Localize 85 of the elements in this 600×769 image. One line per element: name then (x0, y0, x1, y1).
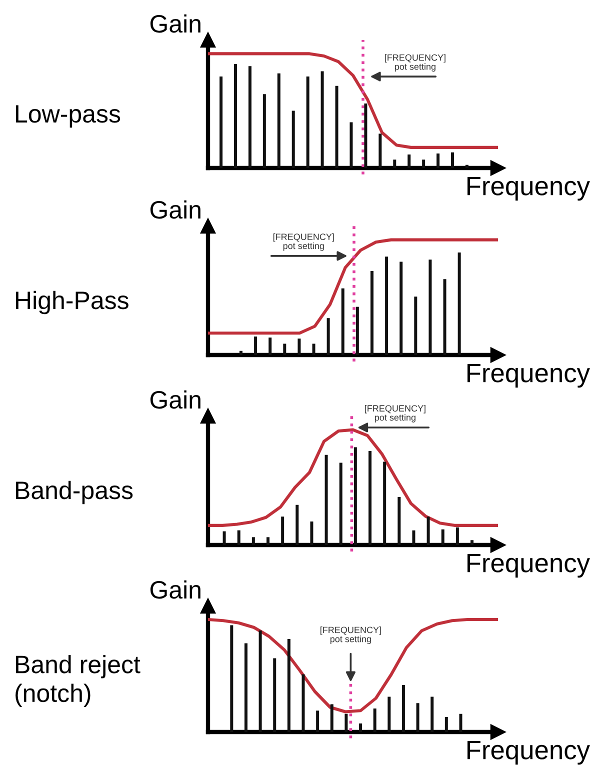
bar (266, 537, 270, 545)
x-axis-title: Frequency (468, 364, 590, 388)
y-axis-title: Gain (150, 580, 200, 599)
bar (230, 625, 234, 732)
bar (310, 522, 314, 545)
bar (287, 639, 290, 732)
bar (335, 86, 338, 168)
bar (239, 350, 242, 355)
bar (248, 66, 252, 168)
bar (344, 714, 348, 732)
bar (341, 288, 344, 355)
annotation: [FREQUENCY] pot setting (320, 626, 381, 644)
bar (414, 296, 418, 355)
bar (443, 279, 446, 355)
bar (320, 71, 324, 168)
bar (412, 530, 416, 545)
bar (354, 447, 357, 545)
bar (292, 110, 295, 168)
x-axis-title: Frequency (468, 554, 590, 578)
bar (324, 454, 328, 545)
bar (306, 76, 310, 168)
bar (330, 704, 334, 732)
bar (273, 658, 276, 732)
bar (456, 527, 459, 545)
bar (312, 344, 316, 355)
bar (326, 318, 330, 355)
bar (262, 94, 266, 168)
text: Band reject (notch) (16, 654, 140, 708)
bar (393, 160, 396, 168)
annotation: [FREQUENCY] pot setting (273, 233, 334, 251)
bar (316, 710, 320, 732)
bar (451, 152, 454, 168)
bar (268, 338, 272, 355)
bar (302, 674, 305, 732)
bar (281, 516, 284, 545)
x-axis-title: Frequency (468, 740, 590, 765)
bar (254, 336, 258, 355)
bar (222, 531, 226, 545)
bar (244, 643, 248, 732)
x-axis-title: Frequency (468, 176, 590, 201)
text: High-Pass (16, 290, 128, 314)
bar (378, 134, 382, 168)
bar (416, 703, 420, 732)
bar (373, 708, 376, 732)
y-axis-title: Gain (150, 200, 200, 219)
bar (368, 451, 372, 545)
bar (339, 462, 342, 545)
bar (408, 154, 411, 168)
bar (296, 504, 299, 545)
bar (426, 516, 430, 545)
bar (400, 262, 403, 355)
bar (234, 64, 237, 168)
bar (277, 73, 280, 168)
text: Low-pass (16, 105, 120, 128)
bar (370, 270, 374, 355)
y-axis-title: Gain (150, 390, 200, 409)
bar (444, 717, 448, 732)
bar (398, 497, 401, 545)
bar (388, 696, 391, 732)
bar (237, 530, 240, 545)
bar (383, 462, 386, 545)
bar (350, 122, 353, 168)
bar (430, 696, 434, 732)
bar (458, 252, 461, 355)
bar (459, 714, 462, 732)
bar (422, 160, 426, 168)
y-axis-title: Gain (150, 14, 200, 33)
bar (359, 723, 362, 732)
bar (402, 684, 405, 732)
bar (436, 153, 440, 168)
bar (465, 164, 468, 168)
text: Band-pass (16, 480, 133, 504)
bar (441, 529, 444, 545)
bar (428, 260, 432, 355)
bar (252, 537, 255, 545)
bar (356, 306, 359, 355)
annotation: [FREQUENCY] pot setting (384, 54, 446, 72)
bar (283, 344, 286, 355)
bar (220, 76, 223, 168)
bar (298, 338, 301, 355)
text: [FREQUENCY] pot setting (364, 404, 426, 422)
bar (364, 104, 368, 168)
bar (470, 540, 474, 545)
bar (385, 256, 388, 355)
bar (258, 630, 262, 732)
